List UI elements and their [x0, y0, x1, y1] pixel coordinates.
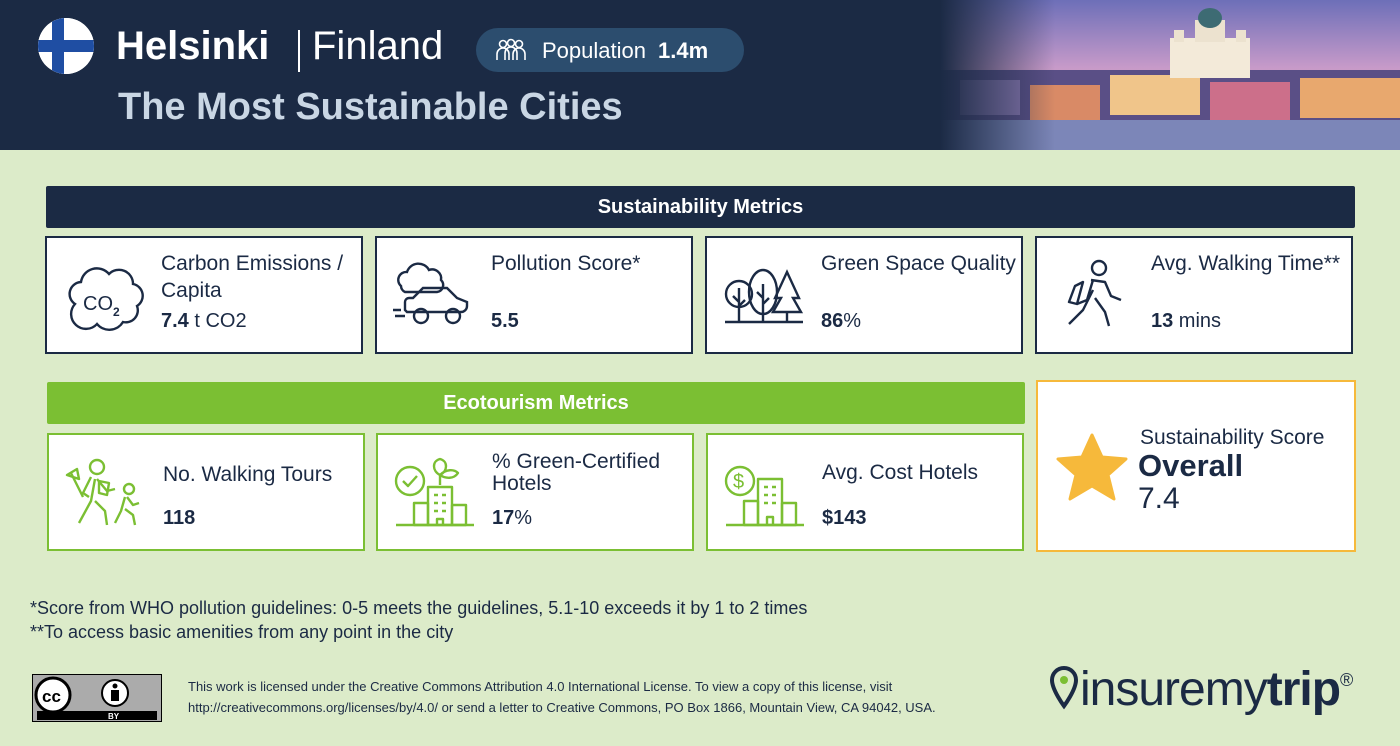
walking-time-unit: mins — [1173, 310, 1222, 332]
walking-time-label: Avg. Walking Time** — [1151, 252, 1341, 275]
license-text: This work is licensed under the Creative… — [188, 676, 988, 718]
hotel-cost-label: Avg. Cost Hotels — [822, 461, 979, 484]
walking-tour-icon — [65, 458, 140, 526]
walking-person-icon — [1067, 259, 1122, 327]
header-banner: Helsinki Finland Population 1.4m The Mos… — [0, 0, 1400, 150]
sustainability-metrics-heading: Sustainability Metrics — [46, 186, 1355, 228]
green-space-label: Green Space Quality — [821, 252, 1016, 275]
carbon-number: 7.4 — [161, 310, 189, 332]
metric-card-pollution: Pollution Score* 5.5 — [375, 236, 693, 354]
score-value: 7.4 — [1138, 482, 1180, 515]
green-hotel-icon — [394, 457, 474, 527]
hotel-cost-icon: $ — [724, 465, 804, 527]
star-icon — [1056, 433, 1128, 501]
green-hotels-unit: % — [514, 507, 533, 529]
map-pin-icon — [1049, 665, 1079, 710]
people-icon — [494, 38, 528, 68]
metric-card-hotel-cost: $ Avg. Cost Hotels $143 — [706, 433, 1024, 551]
svg-text:$: $ — [733, 471, 744, 493]
score-label: Sustainability Score — [1140, 426, 1325, 449]
logo-registered-mark: ® — [1340, 670, 1353, 690]
green-space-unit: % — [843, 310, 862, 332]
helsinki-cathedral-photo — [940, 0, 1400, 150]
co2-cloud-icon: CO 2 — [68, 267, 144, 331]
insuremytrip-logo: insuremytrip® — [1048, 662, 1353, 717]
ecotourism-metrics-heading: Ecotourism Metrics — [47, 382, 1025, 424]
svg-text:2: 2 — [113, 305, 120, 319]
pollution-number: 5.5 — [491, 310, 519, 332]
population-value: 1.4m — [658, 38, 709, 63]
footnote-walking: **To access basic amenities from any poi… — [30, 622, 454, 642]
car-smog-icon — [393, 262, 469, 325]
walking-tours-label: No. Walking Tours — [163, 463, 333, 486]
carbon-label: Carbon Emissions / Capita — [161, 252, 344, 302]
finland-flag-icon — [38, 18, 94, 74]
green-hotels-number: 17 — [492, 507, 515, 529]
city-name: Helsinki — [116, 24, 270, 68]
walking-tours-value: 118 — [163, 507, 195, 530]
green-space-number: 86 — [821, 310, 844, 332]
metric-card-green-space: Green Space Quality 86% — [705, 236, 1023, 354]
pollution-label: Pollution Score* — [491, 252, 641, 275]
logo-text-regular: insuremy — [1080, 663, 1268, 716]
walking-time-value: 13 mins — [1151, 310, 1221, 333]
pollution-value: 5.5 — [491, 310, 519, 333]
license-line-1: This work is licensed under the Creative… — [188, 679, 893, 694]
hotel-cost-value: $143 — [822, 507, 867, 530]
svg-text:CO: CO — [83, 293, 113, 315]
creative-commons-badge: cc BY — [32, 674, 162, 722]
license-line-2: http://creativecommons.org/licenses/by/4… — [188, 700, 936, 715]
by-badge-text: BY — [108, 712, 120, 721]
trees-icon — [724, 268, 804, 324]
green-space-value: 86% — [821, 310, 861, 333]
footnote-pollution: *Score from WHO pollution guidelines: 0-… — [30, 598, 808, 618]
carbon-value: 7.4 t CO2 — [161, 310, 247, 333]
metric-card-walking-tours: No. Walking Tours 118 — [47, 433, 365, 551]
metric-card-green-hotels: % Green-Certified Hotels 17% — [376, 433, 694, 551]
country-name: Finland — [312, 24, 444, 68]
overall-score-card: Sustainability Score Overall 7.4 — [1036, 380, 1356, 552]
green-hotels-value: 17% — [492, 507, 532, 530]
green-hotels-label: % Green-Certified Hotels — [492, 450, 661, 495]
score-overall-label: Overall — [1138, 448, 1244, 483]
cc-badge-text: cc — [42, 687, 61, 706]
title-divider — [298, 30, 300, 72]
metric-card-walking-time: Avg. Walking Time** 13 mins — [1035, 236, 1353, 354]
hotel-cost-number: $143 — [822, 507, 867, 529]
population-pill: Population 1.4m — [476, 28, 744, 72]
metric-card-carbon: CO 2 Carbon Emissions / Capita 7.4 t CO2 — [45, 236, 363, 354]
page-subtitle: The Most Sustainable Cities — [118, 86, 623, 128]
carbon-unit: t CO2 — [188, 310, 247, 332]
walking-tours-number: 118 — [163, 507, 196, 529]
walking-time-number: 13 — [1151, 310, 1174, 332]
logo-text-bold: trip — [1266, 663, 1341, 716]
population-label: Population — [542, 38, 646, 63]
